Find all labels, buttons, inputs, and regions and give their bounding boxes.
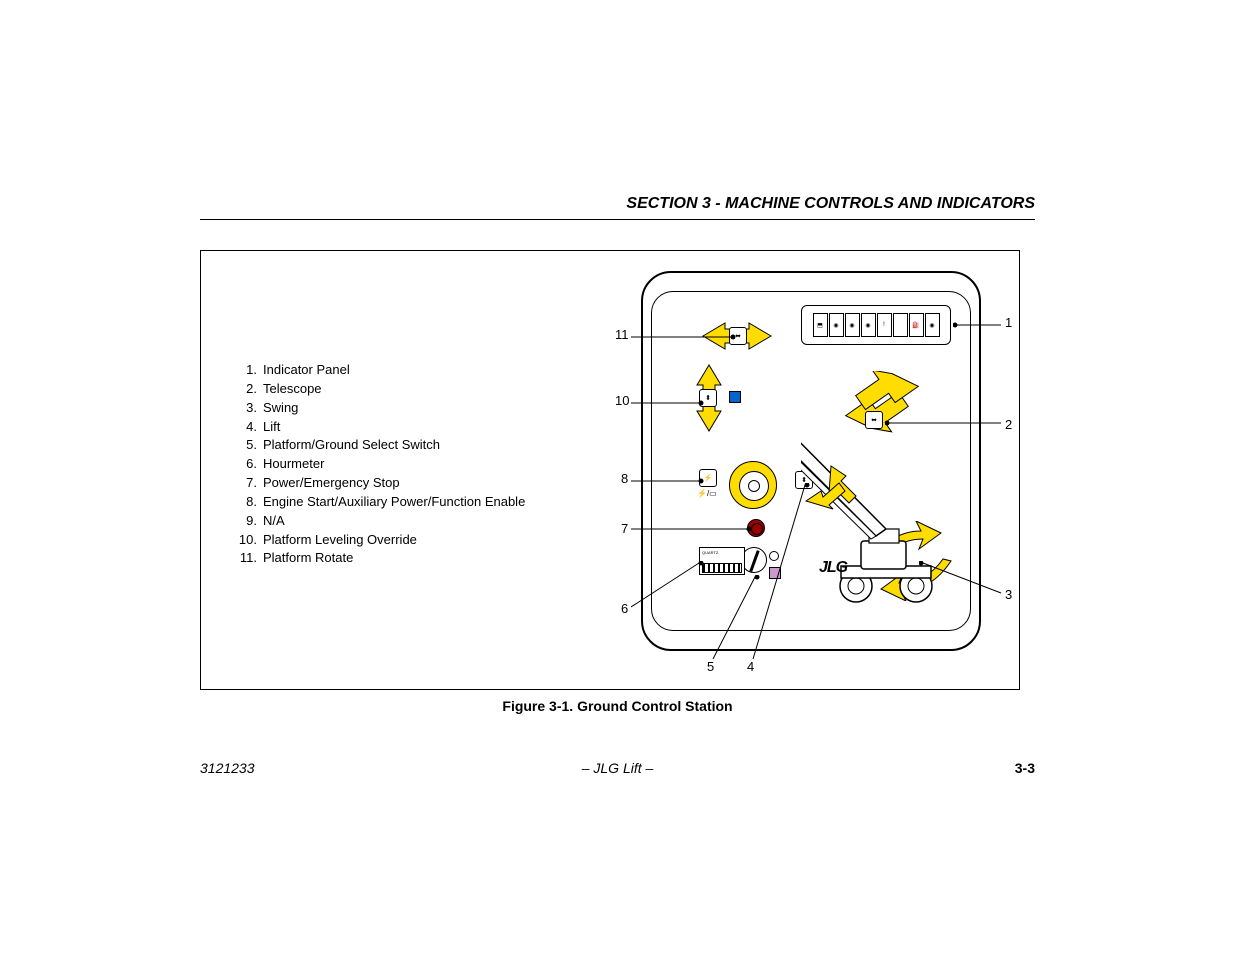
- blue-indicator-icon: [729, 391, 741, 403]
- callout-1: 1: [1005, 315, 1012, 330]
- legend-text: N/A: [263, 512, 285, 531]
- legend-text: Platform Leveling Override: [263, 531, 417, 550]
- telescope-arrows: [837, 371, 927, 441]
- indicator-cell: [893, 313, 908, 337]
- callout-line: [751, 483, 811, 661]
- callout-line: [631, 333, 739, 341]
- aux-label-icon: ⚡/▭: [697, 489, 717, 498]
- legend-num: 9.: [235, 512, 257, 531]
- callout-10: 10: [615, 393, 629, 408]
- indicator-cell: ◉: [829, 313, 844, 337]
- indicator-cell: !: [877, 313, 892, 337]
- legend-num: 10.: [235, 531, 257, 550]
- callout-11: 11: [615, 327, 629, 342]
- legend-num: 1.: [235, 361, 257, 380]
- callout-7: 7: [621, 521, 628, 536]
- legend-text: Swing: [263, 399, 298, 418]
- control-panel-diagram: ⬒ ◉ ◉ ◉ ! ⛽ ◉ ⬌ ⬍: [601, 261, 1021, 681]
- telescope-switch: ⬌: [865, 411, 883, 429]
- legend-num: 5.: [235, 436, 257, 455]
- legend-num: 4.: [235, 418, 257, 437]
- indicator-panel: ⬒ ◉ ◉ ◉ ! ⛽ ◉: [801, 305, 951, 345]
- callout-5: 5: [707, 659, 714, 674]
- footer-title: – JLG Lift –: [582, 760, 654, 776]
- footer-page-number: 3-3: [1015, 760, 1035, 776]
- callout-line: [631, 561, 707, 611]
- legend-num: 3.: [235, 399, 257, 418]
- indicator-cell: ◉: [925, 313, 940, 337]
- legend-num: 11.: [235, 549, 257, 568]
- callout-line: [631, 477, 707, 485]
- legend-num: 7.: [235, 474, 257, 493]
- callout-line: [885, 419, 1003, 427]
- footer-doc-number: 3121233: [200, 760, 255, 776]
- indicator-cell: ⬒: [813, 313, 828, 337]
- page-footer: 3121233 – JLG Lift – 3-3: [200, 760, 1035, 776]
- section-header: SECTION 3 - MACHINE CONTROLS AND INDICAT…: [200, 195, 1035, 220]
- callout-line: [631, 399, 707, 407]
- callout-8: 8: [621, 471, 628, 486]
- legend-text: Indicator Panel: [263, 361, 350, 380]
- indicator-cell: ◉: [845, 313, 860, 337]
- callout-line: [631, 523, 751, 535]
- legend-text: Telescope: [263, 380, 322, 399]
- legend-text: Power/Emergency Stop: [263, 474, 400, 493]
- legend-text: Lift: [263, 418, 280, 437]
- figure-caption: Figure 3-1. Ground Control Station: [200, 698, 1035, 714]
- legend-text: Platform/Ground Select Switch: [263, 436, 440, 455]
- callout-2: 2: [1005, 417, 1012, 432]
- legend-list: 1. Indicator Panel 2. Telescope 3. Swing 4.…: [235, 361, 525, 568]
- callout-4: 4: [747, 659, 754, 674]
- indicator-cell: ⛽: [909, 313, 924, 337]
- figure-box: 1. Indicator Panel 2. Telescope 3. Swing 4.…: [200, 250, 1020, 690]
- legend-num: 8.: [235, 493, 257, 512]
- legend-num: 2.: [235, 380, 257, 399]
- legend-text: Hourmeter: [263, 455, 324, 474]
- callout-line: [953, 321, 1003, 329]
- callout-6: 6: [621, 601, 628, 616]
- legend-text: Platform Rotate: [263, 549, 353, 568]
- callout-3: 3: [1005, 587, 1012, 602]
- legend-text: Engine Start/Auxiliary Power/Function En…: [263, 493, 525, 512]
- callout-line: [919, 561, 1003, 597]
- legend-num: 6.: [235, 455, 257, 474]
- jlg-logo: JLG: [819, 559, 847, 577]
- indicator-cell: ◉: [861, 313, 876, 337]
